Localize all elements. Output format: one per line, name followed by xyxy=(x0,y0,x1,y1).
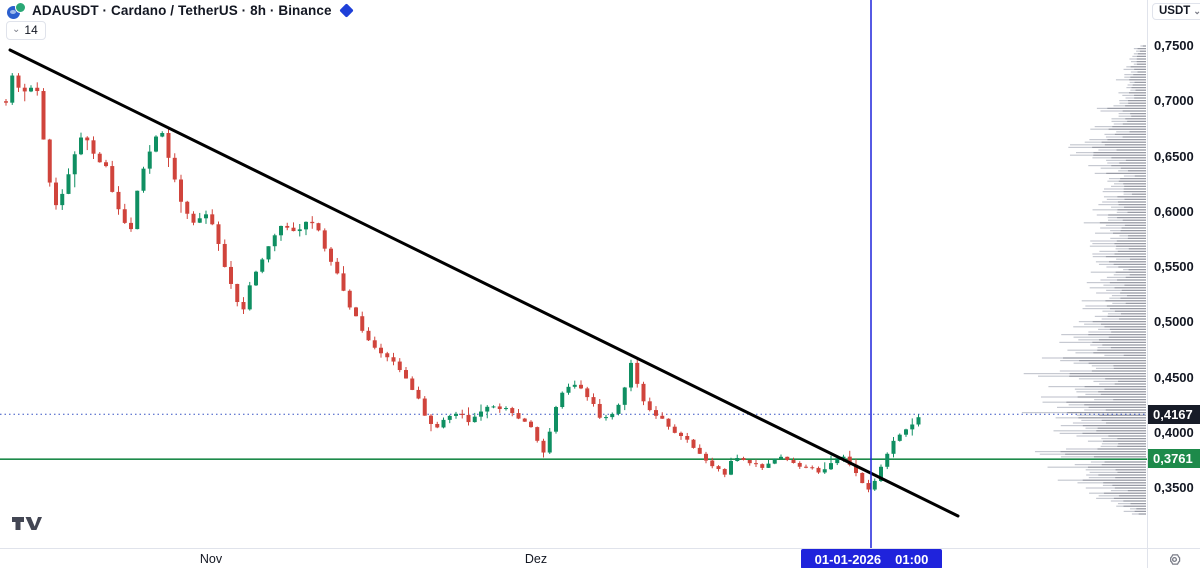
time-axis[interactable]: Nov Dez 01-01-2026 01:00 xyxy=(0,548,1147,568)
volume-profile xyxy=(1021,45,1146,515)
indicator-count: 14 xyxy=(24,23,38,37)
vertical-line-datetime-badge[interactable]: 01-01-2026 01:00 xyxy=(801,549,942,568)
trend-line xyxy=(8,48,960,518)
price-tick-label: 0,7000 xyxy=(1154,93,1194,109)
candles xyxy=(4,73,921,493)
chart-legend: ADAUSDT · Cardano / TetherUS · 8h · Bina… xyxy=(6,2,354,20)
currency-unit-button[interactable]: USDT ⌄ xyxy=(1152,3,1200,20)
price-tick-label: 0,5500 xyxy=(1154,259,1194,274)
price-tick-label: 0,5000 xyxy=(1154,314,1194,330)
cardano-tether-pair-icon xyxy=(6,2,26,20)
time-label: 01:00 xyxy=(895,551,929,567)
chevron-down-icon: ⌄ xyxy=(1193,5,1200,16)
support-level-badge: 0,3761 xyxy=(1148,449,1200,468)
chevron-down-icon: ⌄ xyxy=(12,24,21,35)
price-tick-label: 0,3500 xyxy=(1154,480,1194,495)
price-axis[interactable]: USDT ⌄ 0,7500 0,7000 0,6500 0,6000 0,5500 0,5… xyxy=(1147,0,1200,548)
price-tick-label: 0,7500 xyxy=(1154,38,1194,53)
price-tick-label: 0,6500 xyxy=(1154,148,1194,164)
binance-icon xyxy=(338,3,354,18)
date-label: 01-01-2026 xyxy=(814,551,882,567)
time-tick-label: Dez xyxy=(524,552,548,566)
price-tick-label: 0,4000 xyxy=(1154,424,1194,440)
tradingview-logo[interactable] xyxy=(12,514,42,533)
price-tick-label: 0,4500 xyxy=(1154,369,1194,385)
symbol-title[interactable]: ADAUSDT · Cardano / TetherUS · 8h · Bina… xyxy=(32,3,332,18)
price-tick-label: 0,6000 xyxy=(1154,203,1194,219)
axis-settings-corner xyxy=(1147,548,1200,568)
time-tick-label: Nov xyxy=(199,552,223,566)
currency-label: USDT xyxy=(1159,5,1191,17)
gear-icon[interactable] xyxy=(1167,552,1182,567)
indicator-count-toggle[interactable]: ⌄ 14 xyxy=(6,21,46,40)
current-price-badge: 0,4167 xyxy=(1148,405,1200,424)
